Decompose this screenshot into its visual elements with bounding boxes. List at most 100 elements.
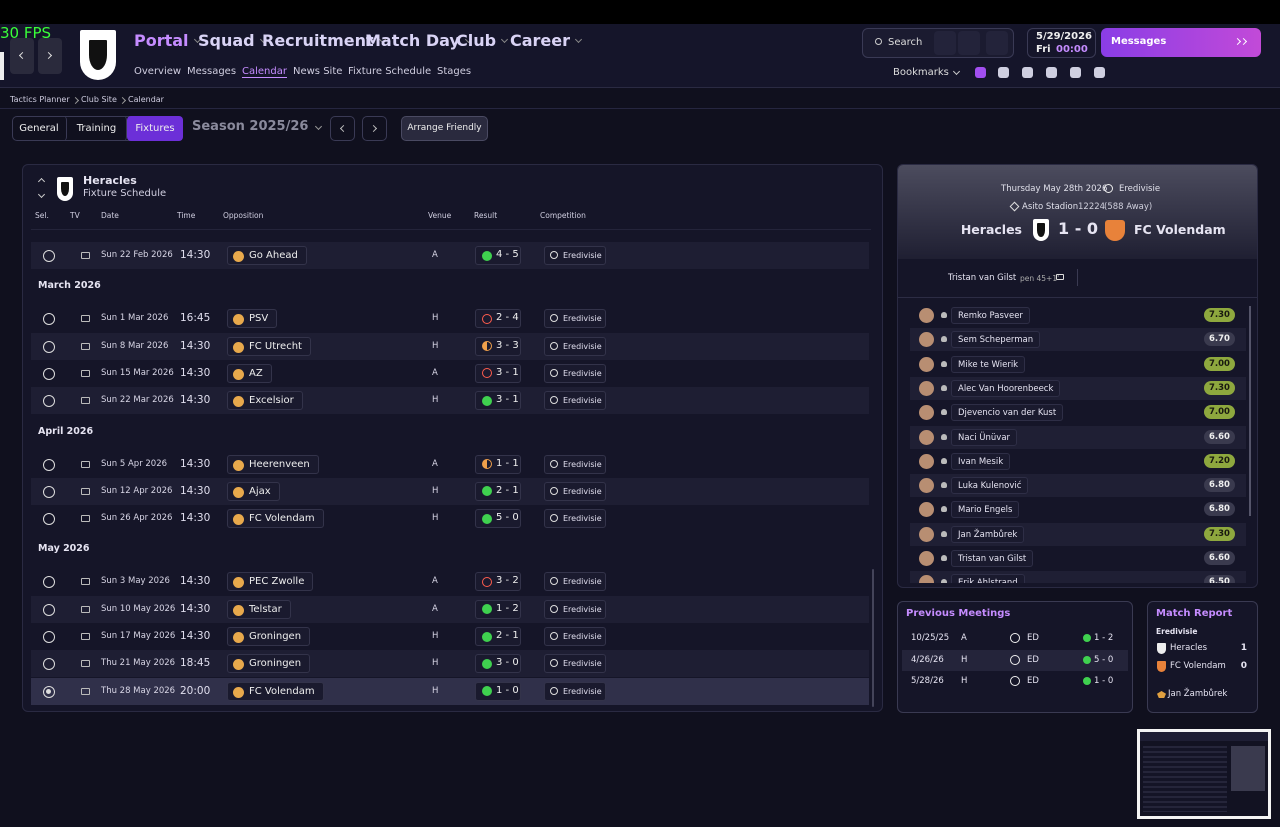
opponent-pill[interactable]: AZ <box>227 363 272 383</box>
meeting-row[interactable]: 10/25/25 A ED 1 - 2 <box>902 628 1128 649</box>
fps-counter: 30 FPS <box>0 24 52 42</box>
fixture-time: 14:30 <box>180 249 211 261</box>
toolbar-icon[interactable] <box>1094 67 1105 78</box>
breadcrumb-item[interactable]: Tactics Planner <box>10 95 70 104</box>
fixture-row[interactable]: Sun 5 Apr 2026 14:30 Heerenveen A 1 - 1 Eredi… <box>31 451 869 478</box>
tab[interactable]: Fixtures <box>127 116 183 141</box>
player-row[interactable]: Tristan van Gilst 6.60 <box>910 547 1246 570</box>
season-dropdown[interactable]: Season 2025/26 <box>192 119 309 134</box>
player-row[interactable]: Djevencio van der Kust 7.00 <box>910 401 1246 424</box>
sub-nav-item[interactable]: Fixture Schedule <box>348 66 432 77</box>
select-radio[interactable] <box>43 631 55 643</box>
next-season-button[interactable] <box>362 116 387 141</box>
player-row[interactable]: Sem Scheperman 6.70 <box>910 328 1246 352</box>
player-rating: 7.20 <box>1204 453 1235 468</box>
fixture-row[interactable]: Sun 12 Apr 2026 14:30 Ajax H 2 - 1 Eredivisie <box>31 477 869 505</box>
opponent-pill[interactable]: PEC Zwolle <box>227 572 314 592</box>
fixture-row[interactable]: Sun 10 May 2026 14:30 Telstar A 1 - 2 Eredivi… <box>31 595 869 623</box>
player-row[interactable]: Erik Ahlstrand 6.50 <box>910 571 1246 583</box>
fixture-row[interactable]: Sun 8 Mar 2026 14:30 FC Utrecht H 3 - 3 Eredi… <box>31 332 869 360</box>
previous-meetings-panel: Previous Meetings 10/25/25 A ED 1 - 2 4/26/26… <box>897 601 1133 713</box>
fixture-row[interactable]: Sun 15 Mar 2026 14:30 AZ A 3 - 1 Eredivisie <box>31 360 869 387</box>
fixture-venue: A <box>432 576 438 587</box>
opponent-pill[interactable]: Groningen <box>227 627 311 646</box>
breadcrumb-item[interactable]: Club Site <box>81 95 117 104</box>
nav-item[interactable]: Career <box>510 31 571 50</box>
messages-button[interactable]: Messages <box>1101 28 1261 57</box>
fixture-row[interactable]: Sun 17 May 2026 14:30 Groningen H 2 - 1 Eredi… <box>31 623 869 650</box>
opponent-pill[interactable]: FC Utrecht <box>227 336 311 356</box>
opponent-pill[interactable]: Ajax <box>227 481 280 501</box>
fixture-row[interactable]: Sun 22 Mar 2026 14:30 Excelsior H 3 - 1 Eredi… <box>31 387 869 415</box>
tab[interactable]: General <box>12 116 67 141</box>
opponent-pill[interactable]: Telstar <box>227 599 291 619</box>
select-radio[interactable] <box>43 485 55 498</box>
nav-item[interactable]: Squad <box>198 31 255 50</box>
sub-nav-item[interactable]: News Site <box>293 66 343 77</box>
tv-icon <box>81 369 90 377</box>
sub-nav-item[interactable]: Messages <box>187 66 237 77</box>
opponent-pill[interactable]: Go Ahead <box>227 246 307 265</box>
fixture-row[interactable]: Sun 22 Feb 2026 14:30 Go Ahead A 4 - 5 Erediv… <box>31 242 869 269</box>
opponent-pill[interactable]: PSV <box>227 309 278 329</box>
nav-item[interactable]: Club <box>456 31 497 50</box>
meeting-marker <box>1083 634 1091 642</box>
minimap[interactable] <box>1137 729 1271 819</box>
sub-nav-item[interactable]: Calendar <box>242 66 287 78</box>
select-radio[interactable] <box>43 685 55 698</box>
toolbar-icon[interactable] <box>1070 67 1081 78</box>
prev-season-button[interactable] <box>330 116 355 141</box>
select-radio[interactable] <box>43 513 55 526</box>
header-icon-button[interactable] <box>958 31 980 55</box>
toolbar-icon[interactable] <box>975 67 986 78</box>
toolbar-icon[interactable] <box>1046 67 1057 78</box>
toolbar-icon[interactable] <box>998 67 1009 78</box>
toolbar-icon[interactable] <box>1022 67 1033 78</box>
select-radio[interactable] <box>43 313 55 326</box>
player-row[interactable]: Remko Pasveer 7.30 <box>910 304 1246 327</box>
select-radio[interactable] <box>43 340 55 353</box>
select-radio[interactable] <box>43 658 55 671</box>
player-name: Mike te Wierik <box>951 355 1026 373</box>
back-button[interactable] <box>10 38 34 74</box>
header-icon-button[interactable] <box>934 31 956 55</box>
select-radio[interactable] <box>43 603 55 616</box>
player-row[interactable]: Mario Engels 6.80 <box>910 498 1246 521</box>
select-radio[interactable] <box>43 250 55 262</box>
fixture-row[interactable]: Sun 3 May 2026 14:30 PEC Zwolle A 3 - 2 Eredi… <box>31 568 869 595</box>
tab[interactable]: Training <box>67 116 127 141</box>
player-row[interactable]: Naci Ünüvar 6.60 <box>910 425 1246 449</box>
sub-nav-item[interactable]: Overview <box>134 66 182 77</box>
opponent-pill[interactable]: FC Volendam <box>227 509 324 529</box>
select-radio[interactable] <box>43 395 55 408</box>
meeting-row[interactable]: 4/26/26 H ED 5 - 0 <box>902 649 1128 671</box>
select-radio[interactable] <box>43 576 55 589</box>
nav-item[interactable]: Portal <box>134 31 189 50</box>
select-radio[interactable] <box>43 458 55 471</box>
forward-button[interactable] <box>38 38 62 74</box>
opponent-pill[interactable]: Excelsior <box>227 391 303 411</box>
player-row[interactable]: Mike te Wierik 7.00 <box>910 353 1246 376</box>
opponent-pill[interactable]: Heerenveen <box>227 454 319 474</box>
player-row[interactable]: Luka Kulenović 6.80 <box>910 474 1246 498</box>
opponent-pill[interactable]: Groningen <box>227 654 311 674</box>
meeting-row[interactable]: 5/28/26 H ED 1 - 0 <box>902 671 1128 692</box>
competition-pill: Eredivisie <box>544 363 606 383</box>
player-row[interactable]: Ivan Mesik 7.20 <box>910 450 1246 473</box>
nav-item[interactable]: Recruitment <box>262 31 374 50</box>
fixture-row[interactable]: Thu 21 May 2026 18:45 Groningen H 3 - 0 Eredi… <box>31 650 869 678</box>
opponent-pill[interactable]: FC Volendam <box>227 681 324 701</box>
bookmarks-label[interactable]: Bookmarks <box>893 67 949 78</box>
player-row[interactable]: Jan Žambůrek 7.30 <box>910 522 1246 546</box>
player-row[interactable]: Alec Van Hoorenbeeck 7.30 <box>910 376 1246 400</box>
fixture-row[interactable]: Sun 26 Apr 2026 14:30 FC Volendam H 5 - 0 Ere… <box>31 505 869 532</box>
fixture-row[interactable]: Thu 28 May 2026 20:00 FC Volendam H 1 - 0 Ere… <box>31 677 869 705</box>
breadcrumb-item[interactable]: Calendar <box>128 95 164 104</box>
sub-nav-item[interactable]: Stages <box>437 66 472 77</box>
fixture-row[interactable]: Sun 1 Mar 2026 16:45 PSV H 2 - 4 Eredivisie <box>31 305 869 332</box>
arrange-friendly-button[interactable]: Arrange Friendly <box>401 116 488 141</box>
competition-icon <box>550 396 558 405</box>
header-icon-button[interactable] <box>986 31 1008 55</box>
nav-item[interactable]: Match Day <box>365 31 460 50</box>
select-radio[interactable] <box>43 367 55 380</box>
